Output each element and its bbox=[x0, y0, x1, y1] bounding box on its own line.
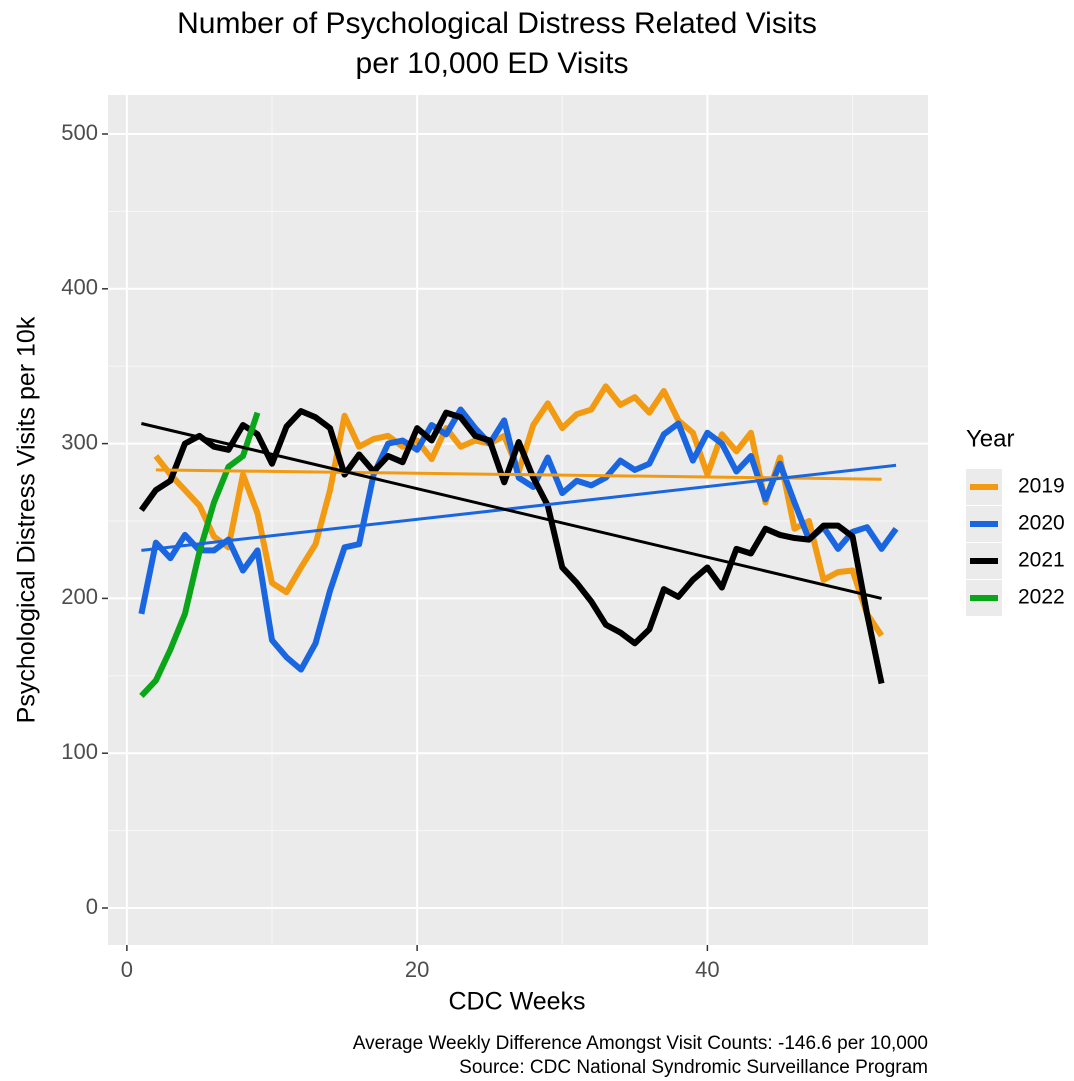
legend-label: 2019 bbox=[1018, 475, 1065, 498]
y-tick-label: 400 bbox=[61, 275, 98, 300]
legend-label: 2022 bbox=[1018, 586, 1065, 609]
legend-label: 2020 bbox=[1018, 512, 1065, 535]
trend-line bbox=[141, 463, 897, 552]
x-axis-title: CDC Weeks bbox=[448, 988, 585, 1016]
caption: Average Weekly Difference Amongst Visit … bbox=[353, 1033, 928, 1054]
y-tick-label: 200 bbox=[61, 584, 98, 609]
y-tick-label: 300 bbox=[61, 429, 98, 454]
series-line bbox=[138, 408, 885, 685]
chart-subtitle: per 10,000 ED Visits bbox=[356, 47, 629, 80]
trend-line bbox=[141, 422, 882, 600]
x-tick-label: 40 bbox=[695, 957, 719, 982]
series-line bbox=[139, 411, 261, 698]
legend-label: 2021 bbox=[1018, 549, 1065, 572]
x-tick-label: 20 bbox=[405, 957, 429, 982]
marks bbox=[138, 383, 899, 698]
y-tick-label: 500 bbox=[61, 120, 98, 145]
y-tick-label: 100 bbox=[61, 739, 98, 764]
legend: 2019 2020 2021 2022 bbox=[966, 469, 1065, 616]
caption: Source: CDC National Syndromic Surveilla… bbox=[459, 1057, 928, 1078]
y-axis-title: Psychological Distress Visits per 10k bbox=[13, 316, 41, 723]
trend-line bbox=[155, 468, 882, 481]
chart-title: Number of Psychological Distress Related… bbox=[177, 7, 817, 40]
series-line bbox=[138, 406, 899, 673]
legend-title: Year bbox=[966, 425, 1015, 452]
x-tick-label: 0 bbox=[121, 957, 133, 982]
y-tick-label: 0 bbox=[86, 894, 98, 919]
